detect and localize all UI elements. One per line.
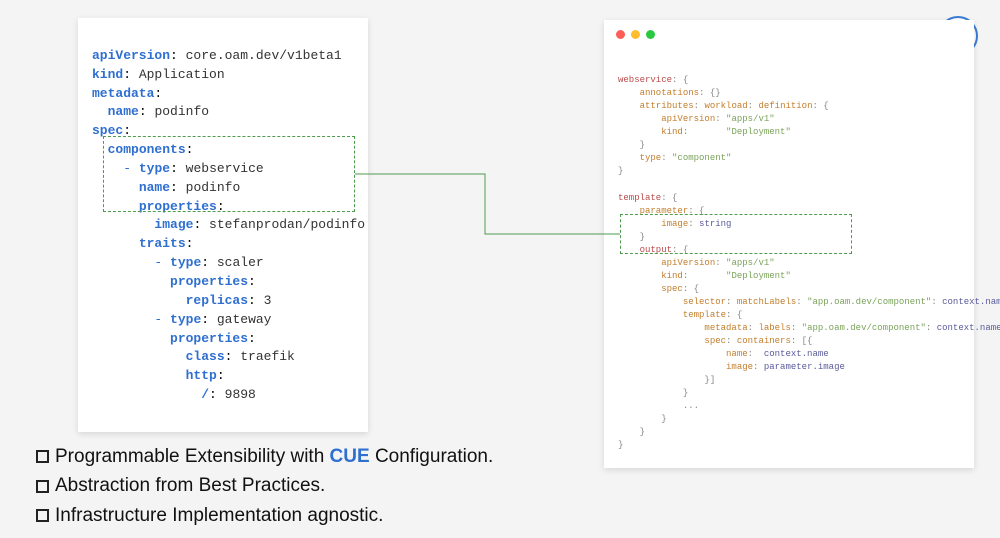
yaml-key: spec	[92, 123, 123, 138]
traffic-yellow-icon	[631, 30, 640, 39]
yaml-key: replicas	[186, 293, 248, 308]
yaml-key: name	[108, 104, 139, 119]
yaml-key: type	[170, 312, 201, 327]
bullet-text: Abstraction from Best Practices.	[55, 471, 325, 500]
bullet-square-icon	[36, 509, 49, 522]
bullet-item: Abstraction from Best Practices.	[36, 471, 493, 500]
traffic-lights	[616, 30, 655, 39]
yaml-key: /	[201, 387, 209, 402]
yaml-key: image	[154, 217, 193, 232]
yaml-val: core.oam.dev/v1beta1	[186, 48, 342, 63]
yaml-val: stefanprodan/podinfo	[209, 217, 365, 232]
traffic-green-icon	[646, 30, 655, 39]
bullet-text: Programmable Extensibility with CUE Conf…	[55, 442, 493, 471]
traffic-red-icon	[616, 30, 625, 39]
bullet-list: Programmable Extensibility with CUE Conf…	[36, 442, 493, 530]
yaml-key: properties	[139, 199, 217, 214]
yaml-key: http	[186, 368, 217, 383]
yaml-key: components	[108, 142, 186, 157]
yaml-key: properties	[170, 331, 248, 346]
bullet-item: Programmable Extensibility with CUE Conf…	[36, 442, 493, 471]
yaml-key: name	[139, 180, 170, 195]
yaml-val: scaler	[217, 255, 264, 270]
yaml-val: 9898	[225, 387, 256, 402]
bullet-square-icon	[36, 450, 49, 463]
cue-code: webservice: { annotations: {} attributes…	[618, 74, 960, 452]
yaml-val: 3	[264, 293, 272, 308]
yaml-val: podinfo	[154, 104, 209, 119]
yaml-key: kind	[92, 67, 123, 82]
yaml-key: apiVersion	[92, 48, 170, 63]
yaml-panel: apiVersion: core.oam.dev/v1beta1 kind: A…	[78, 18, 368, 432]
yaml-key: metadata	[92, 86, 154, 101]
yaml-key: properties	[170, 274, 248, 289]
yaml-key: traits	[139, 236, 186, 251]
yaml-val: traefik	[240, 349, 295, 364]
bullet-square-icon	[36, 480, 49, 493]
yaml-val: webservice	[186, 161, 264, 176]
yaml-val: gateway	[217, 312, 272, 327]
bullet-item: Infrastructure Implementation agnostic.	[36, 501, 493, 530]
yaml-key: type	[139, 161, 170, 176]
yaml-val: Application	[139, 67, 225, 82]
bullet-text: Infrastructure Implementation agnostic.	[55, 501, 383, 530]
yaml-key: class	[186, 349, 225, 364]
cue-panel: webservice: { annotations: {} attributes…	[604, 20, 974, 468]
connector-line	[355, 174, 620, 234]
yaml-val: podinfo	[186, 180, 241, 195]
yaml-key: type	[170, 255, 201, 270]
